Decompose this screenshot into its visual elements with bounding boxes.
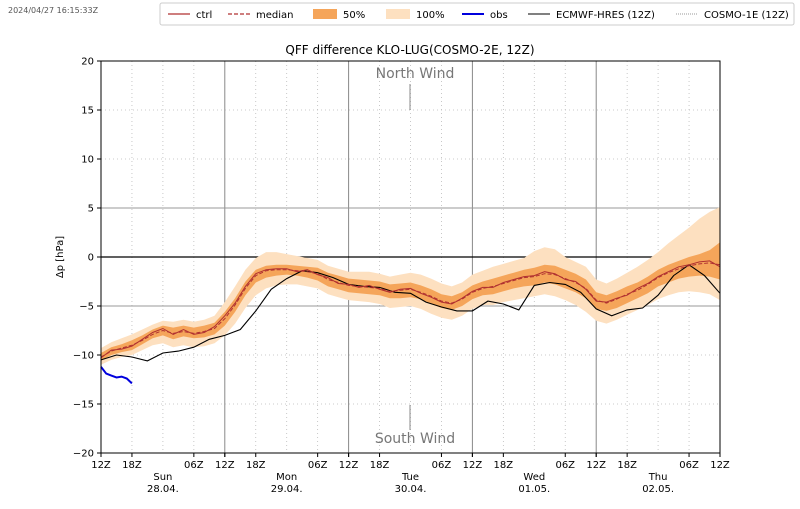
legend-50: 50% bbox=[313, 9, 365, 21]
day-name-label: Wed bbox=[523, 472, 545, 483]
y-tick-label: −20 bbox=[73, 449, 94, 460]
day-name-label: Sun bbox=[153, 472, 172, 483]
x-tick-label: 06Z bbox=[308, 460, 328, 471]
x-tick-label: 06Z bbox=[555, 460, 575, 471]
day-date-label: 30.04. bbox=[395, 484, 427, 495]
band-50 bbox=[101, 242, 720, 361]
legend-obs: obs bbox=[462, 10, 508, 21]
legend-ctrl: ctrl bbox=[168, 10, 212, 21]
y-tick-label: −5 bbox=[79, 302, 94, 313]
line-ctrl bbox=[100, 260, 721, 359]
legend-100: 100% bbox=[386, 9, 445, 21]
legend-label-ctrl: ctrl bbox=[196, 10, 212, 21]
ensemble-bands bbox=[101, 207, 720, 365]
y-tick-label: 15 bbox=[81, 106, 94, 117]
legend-ecmwf: ECMWF-HRES (12Z) bbox=[528, 10, 655, 21]
y-tick-label: −10 bbox=[73, 351, 94, 362]
day-name-label: Tue bbox=[401, 472, 419, 483]
south-wind-label: South Wind bbox=[375, 431, 455, 447]
x-tick-label: 12Z bbox=[91, 460, 111, 471]
y-ticks: −20 −15 −10 −5 0 5 10 15 20 bbox=[73, 57, 101, 460]
legend-label-obs: obs bbox=[490, 10, 508, 21]
x-tick-label: 12Z bbox=[710, 460, 730, 471]
grid bbox=[101, 61, 720, 453]
x-tick-label: 06Z bbox=[184, 460, 204, 471]
x-tick-label: 06Z bbox=[679, 460, 699, 471]
x-tick-label: 06Z bbox=[432, 460, 452, 471]
chart-title: QFF difference KLO-LUG(COSMO-2E, 12Z) bbox=[285, 43, 534, 57]
line-ecmwf-hres bbox=[100, 264, 721, 362]
x-tick-label: 12Z bbox=[586, 460, 606, 471]
y-tick-label: 0 bbox=[88, 253, 94, 264]
y-tick-label: 10 bbox=[81, 155, 94, 166]
day-name-label: Mon bbox=[276, 472, 297, 483]
x-tick-label: 18Z bbox=[246, 460, 266, 471]
timestamp: 2024/04/27 16:15:33Z bbox=[8, 6, 99, 15]
x-ticks: 12Z 18Z 06Z 12Z 18Z 06Z 12Z 18Z 06Z 12Z 18Z 06Z 12Z 1… bbox=[91, 453, 730, 495]
day-date-label: 01.05. bbox=[518, 484, 550, 495]
legend-label-cosmo1e: COSMO-1E (12Z) bbox=[704, 10, 789, 21]
x-tick-label: 18Z bbox=[494, 460, 514, 471]
day-name-label: Thu bbox=[648, 472, 668, 483]
y-axis-label: Δp [hPa] bbox=[55, 236, 66, 278]
line-median bbox=[100, 262, 721, 358]
x-tick-label: 12Z bbox=[215, 460, 235, 471]
y-tick-label: −15 bbox=[73, 400, 94, 411]
legend-label-ecmwf: ECMWF-HRES (12Z) bbox=[556, 10, 655, 21]
x-tick-label: 12Z bbox=[339, 460, 359, 471]
x-tick-label: 12Z bbox=[463, 460, 483, 471]
series-lines bbox=[100, 260, 721, 385]
line-obs bbox=[100, 366, 133, 385]
y-tick-label: 5 bbox=[88, 204, 94, 215]
x-tick-label: 18Z bbox=[370, 460, 390, 471]
x-tick-label: 18Z bbox=[617, 460, 637, 471]
day-date-label: 28.04. bbox=[147, 484, 179, 495]
legend-label-50: 50% bbox=[343, 10, 365, 21]
legend-label-100: 100% bbox=[416, 10, 445, 21]
north-wind-label: North Wind bbox=[376, 66, 455, 82]
day-date-label: 29.04. bbox=[271, 484, 303, 495]
legend-median: median bbox=[228, 10, 294, 21]
y-tick-label: 20 bbox=[81, 57, 94, 68]
legend-label-median: median bbox=[256, 10, 294, 21]
legend-cosmo1e: COSMO-1E (12Z) bbox=[676, 10, 789, 21]
legend: ctrl median 50% 100% obs ECMWF-HRES (12Z… bbox=[159, 2, 795, 26]
x-tick-label: 18Z bbox=[122, 460, 142, 471]
day-date-label: 02.05. bbox=[642, 484, 674, 495]
